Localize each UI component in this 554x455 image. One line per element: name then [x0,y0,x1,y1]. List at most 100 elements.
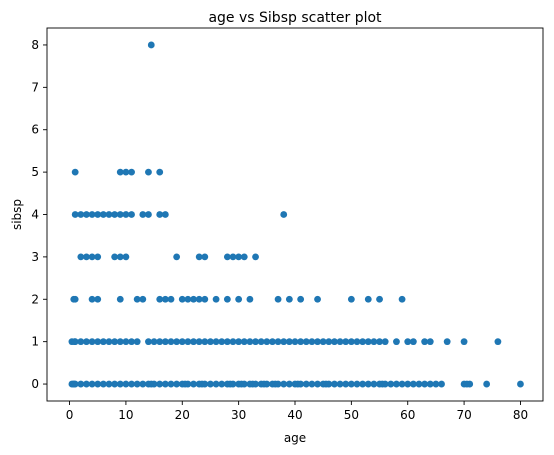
data-point [376,338,383,346]
data-point [404,380,412,388]
data-point [116,338,124,346]
y-tick-label: 4 [31,208,39,222]
data-point [359,338,367,346]
data-point [139,295,147,303]
data-point [342,380,350,388]
data-point [122,211,130,218]
data-point [364,380,372,388]
data-point [77,338,85,346]
data-point [280,338,288,346]
data-point [77,253,85,261]
data-point [99,338,107,346]
data-point [207,338,214,346]
data-point [190,295,197,303]
data-point [94,338,102,346]
data-point [331,338,338,346]
data-point [353,380,361,388]
data-point [207,380,214,388]
data-point [173,253,181,261]
data-point [409,380,417,388]
data-point [116,211,124,218]
y-axis-label: sibsp [10,199,24,230]
data-point [71,295,79,303]
data-point [398,380,406,388]
y-tick-label: 0 [31,377,39,391]
data-point [336,380,344,388]
data-point [156,380,164,388]
data-point [246,338,254,346]
data-point [263,338,271,346]
data-point [393,380,400,388]
data-point [359,380,367,388]
data-point [105,380,113,388]
data-point [297,338,305,346]
data-point [291,338,299,346]
data-point [133,295,141,303]
data-point [111,211,119,218]
data-point [314,380,321,388]
data-point [347,380,355,388]
data-point [274,338,282,346]
data-point [319,338,327,346]
data-point [257,338,265,346]
data-point [167,295,175,303]
data-point [285,295,293,303]
data-point [122,168,130,176]
data-point [393,338,400,346]
data-point [88,211,96,218]
data-point [302,338,310,346]
x-tick-label: 80 [513,408,528,422]
data-point [156,211,164,218]
data-point [105,338,113,346]
data-point [252,253,259,261]
data-point [432,380,440,388]
data-point [325,380,333,388]
data-point [145,211,152,218]
y-tick-label: 3 [31,250,39,264]
data-point [99,211,107,218]
x-tick-label: 70 [456,408,471,422]
data-point [302,380,310,388]
chart-title: age vs Sibsp scatter plot [208,10,382,26]
data-point [347,338,355,346]
data-point [122,380,130,388]
data-point [195,338,203,346]
data-point [111,253,119,261]
data-point [195,295,203,303]
x-tick-label: 30 [231,408,246,422]
data-point [421,380,429,388]
data-point [229,253,237,261]
data-point [483,380,491,388]
data-point [285,338,293,346]
data-point [252,380,259,388]
x-tick-label: 40 [287,408,302,422]
data-point [274,380,282,388]
data-point [460,338,468,346]
y-tick-label: 7 [31,80,39,94]
data-point [314,295,321,303]
data-point [173,338,181,346]
data-point [88,295,96,303]
data-point [94,380,102,388]
data-point [235,338,243,346]
data-point [83,338,90,346]
data-point [229,380,237,388]
data-point [218,380,226,388]
data-point [364,338,372,346]
data-point [94,253,102,261]
points-layer [68,41,524,388]
data-point [201,295,209,303]
data-point [280,380,288,388]
data-point [347,295,355,303]
data-point [145,168,152,176]
data-point [150,338,158,346]
data-point [156,338,164,346]
y-tick-label: 8 [31,38,39,52]
data-point [297,380,305,388]
data-point [212,380,220,388]
data-point [139,380,147,388]
x-tick-label: 60 [400,408,415,422]
data-point [128,168,135,176]
data-point [128,380,135,388]
